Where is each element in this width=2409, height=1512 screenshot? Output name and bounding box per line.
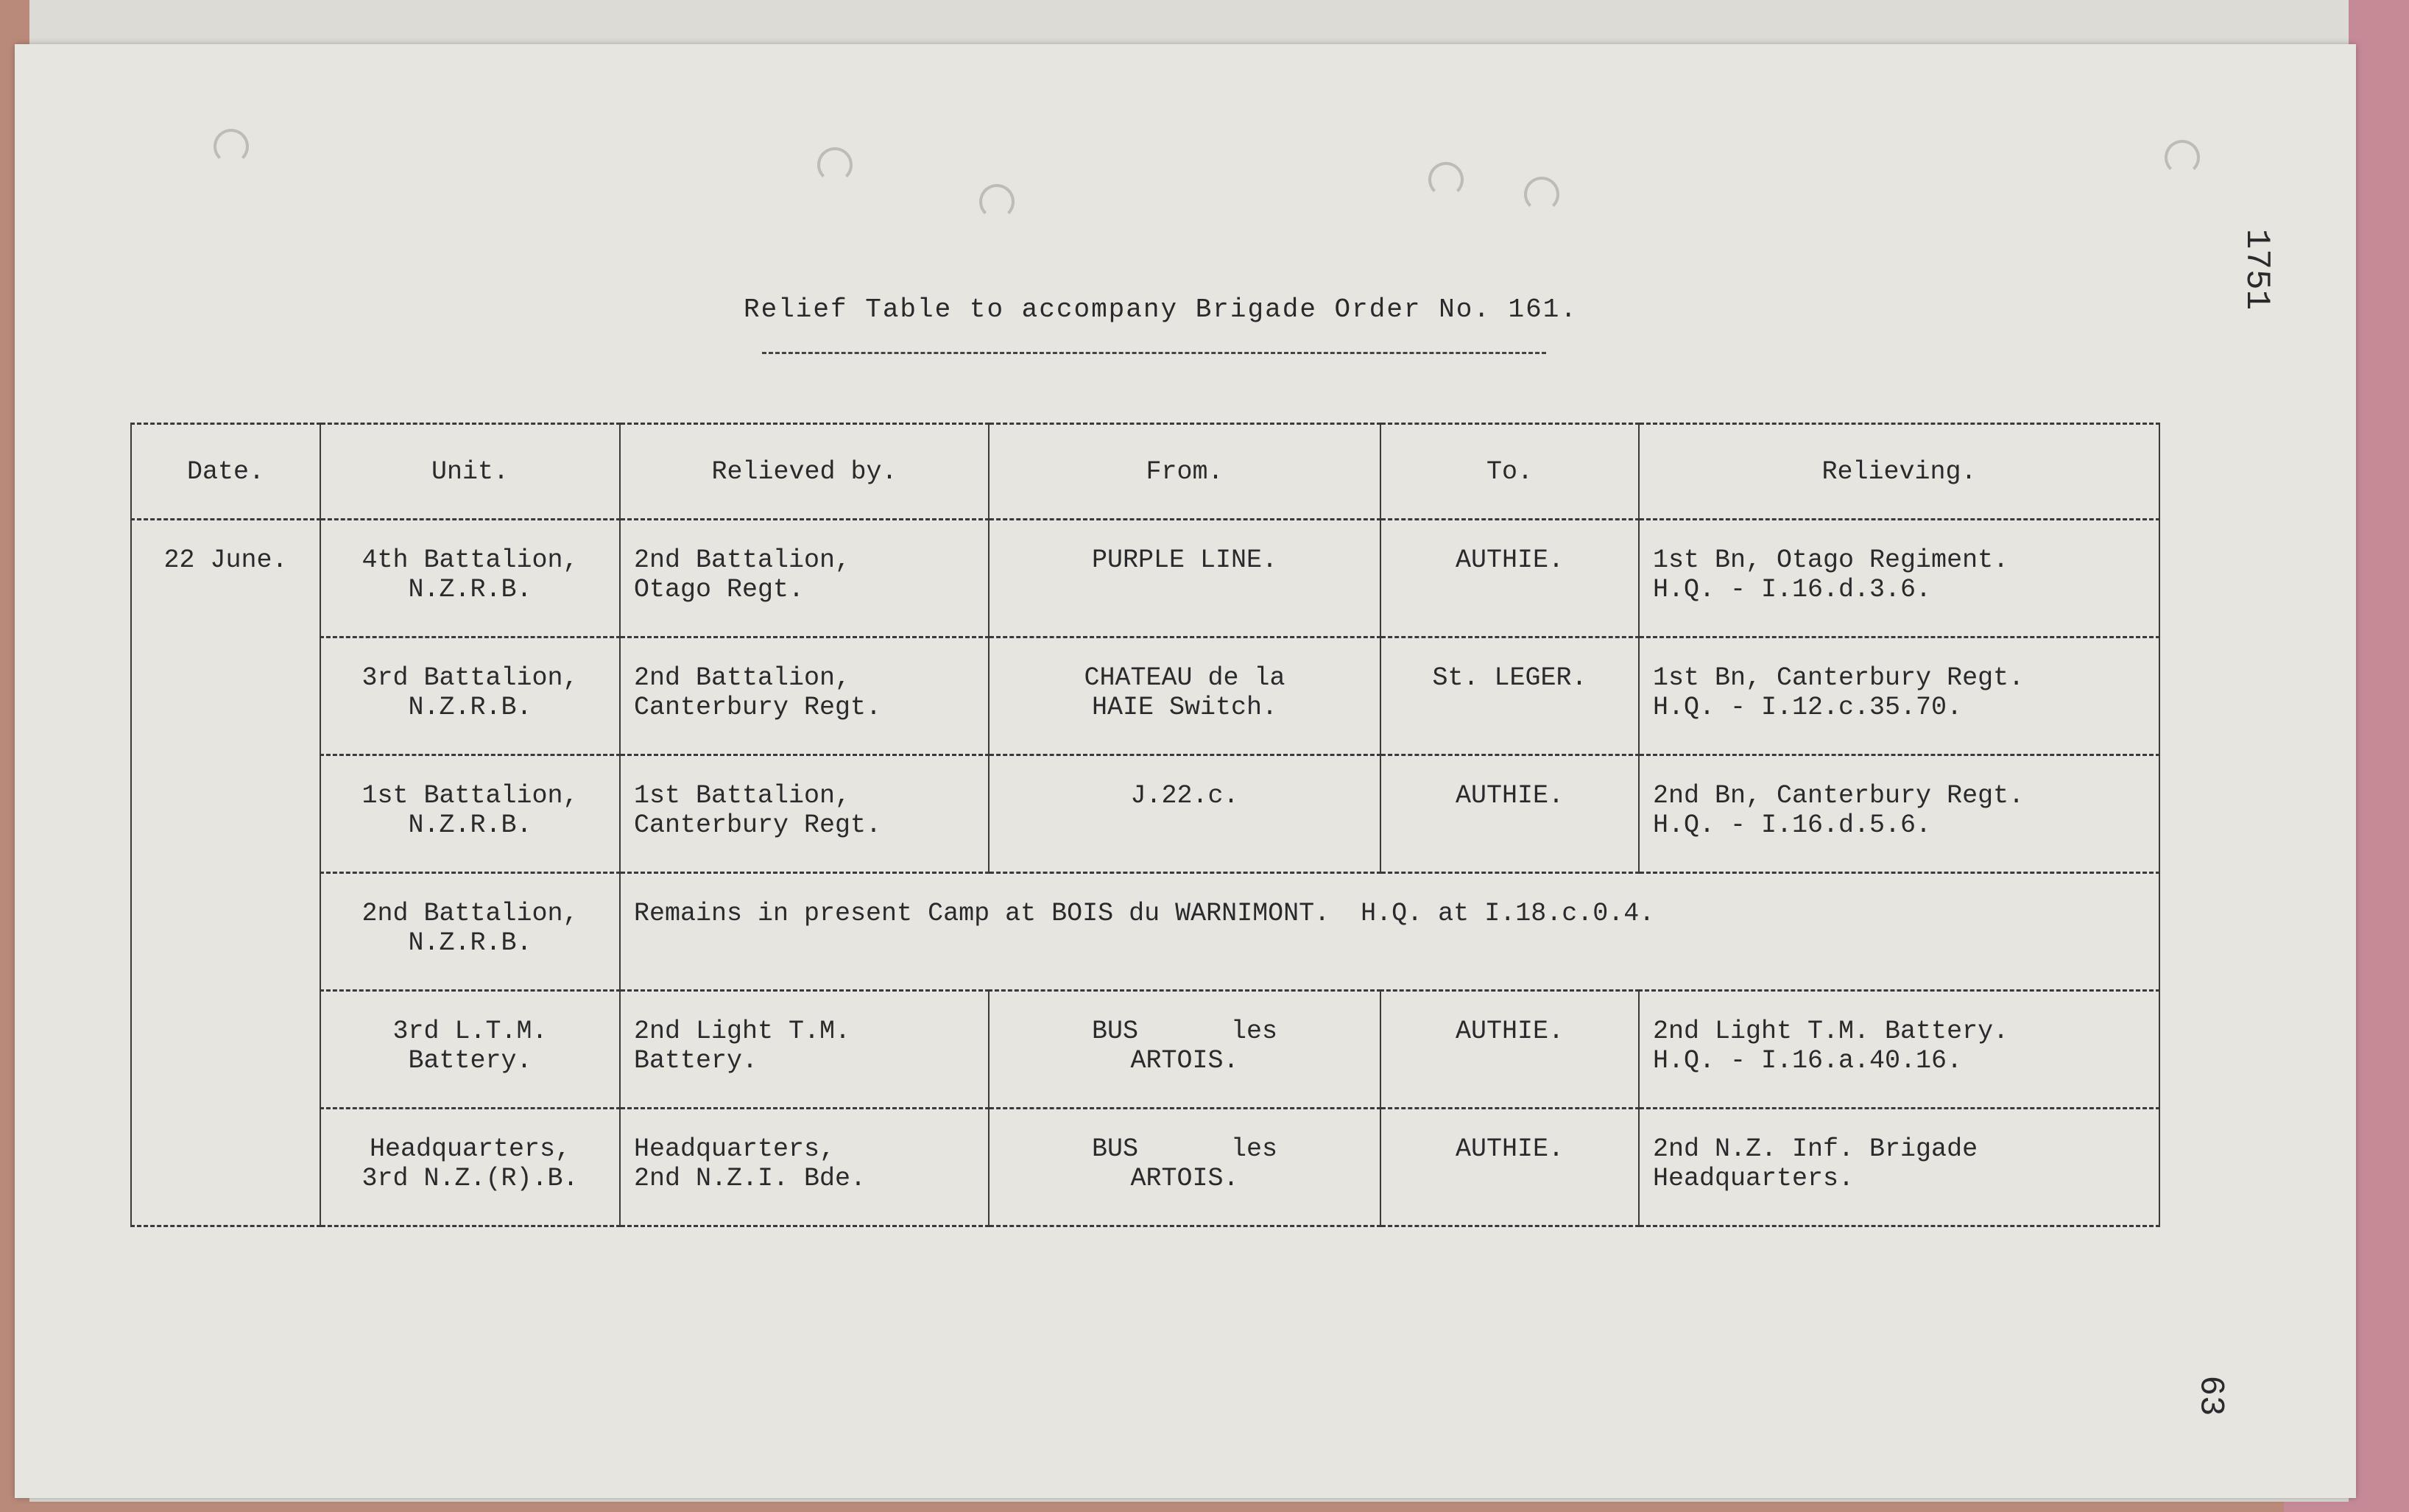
relieving-cell: 1st Bn, Otago Regiment. H.Q. - I.16.d.3.6… bbox=[1638, 518, 2160, 638]
from-cell: J.22.c. bbox=[988, 754, 1381, 874]
document-title: Relief Table to accompany Brigade Order … bbox=[744, 294, 1578, 325]
relieved-by-cell-line: 2nd Light T.M. bbox=[634, 1017, 851, 1046]
from-cell-line: PURPLE LINE. bbox=[1091, 545, 1278, 575]
unit-cell-line: 3rd N.Z.(R).B. bbox=[361, 1164, 579, 1193]
relieving-cell: 2nd N.Z. Inf. Brigade Headquarters. bbox=[1638, 1107, 2160, 1227]
from-cell-line: ARTOIS. bbox=[1130, 1164, 1239, 1193]
from-cell-line: BUS les bbox=[1091, 1017, 1278, 1046]
header-relieved-by: Relieved by. bbox=[619, 423, 990, 520]
unit-cell-line: Battery. bbox=[408, 1046, 532, 1075]
to-cell: AUTHIE. bbox=[1380, 1107, 1640, 1227]
relieving-cell-line: 1st Bn, Canterbury Regt. bbox=[1653, 663, 2025, 693]
title-underline bbox=[762, 352, 1546, 354]
table-row: 3rd Battalion, N.Z.R.B. 2nd Battalion, Cant… bbox=[131, 636, 2160, 756]
relieved-by-cell-line: 2nd Battalion, bbox=[634, 545, 851, 575]
relieved-by-cell-line: Headquarters, bbox=[634, 1134, 836, 1164]
to-cell: AUTHIE. bbox=[1380, 518, 1640, 638]
relieving-cell-line: 2nd N.Z. Inf. Brigade bbox=[1653, 1134, 1978, 1164]
table-row: 1st Battalion, N.Z.R.B. 1st Battalion, Cant… bbox=[131, 754, 2160, 874]
unit-cell-line: 1st Battalion, bbox=[361, 781, 579, 810]
header-unit: Unit. bbox=[320, 423, 621, 520]
unit-cell-line: 4th Battalion, bbox=[361, 545, 579, 575]
unit-cell-line: N.Z.R.B. bbox=[408, 810, 532, 840]
unit-cell-line: N.Z.R.B. bbox=[408, 693, 532, 722]
header-from: From. bbox=[988, 423, 1381, 520]
punch-hole bbox=[214, 129, 249, 164]
relieving-cell: 1st Bn, Canterbury Regt. H.Q. - I.12.c.35… bbox=[1638, 636, 2160, 756]
header-relieving: Relieving. bbox=[1638, 423, 2160, 520]
relieving-cell: 2nd Light T.M. Battery. H.Q. - I.16.a.40.… bbox=[1638, 989, 2160, 1109]
relieved-by-cell: 1st Battalion, Canterbury Regt. bbox=[619, 754, 990, 874]
relieving-cell-line: Headquarters. bbox=[1653, 1164, 1855, 1193]
from-cell: BUS les ARTOIS. bbox=[988, 1107, 1381, 1227]
relieving-cell: 2nd Bn, Canterbury Regt. H.Q. - I.16.d.5.… bbox=[1638, 754, 2160, 874]
punch-hole bbox=[979, 184, 1015, 219]
relieving-cell-line: H.Q. - I.16.a.40.16. bbox=[1653, 1046, 1963, 1075]
unit-cell: 1st Battalion, N.Z.R.B. bbox=[320, 754, 621, 874]
unit-cell: 3rd Battalion, N.Z.R.B. bbox=[320, 636, 621, 756]
relieved-by-cell-line: Canterbury Regt. bbox=[634, 693, 882, 722]
unit-cell-line: 3rd Battalion, bbox=[361, 663, 579, 693]
table-row: Headquarters, 3rd N.Z.(R).B. Headquarters,… bbox=[131, 1107, 2160, 1227]
from-cell-line: CHATEAU de la bbox=[1084, 663, 1285, 693]
table-row: 2nd Battalion, N.Z.R.B. Remains in present… bbox=[131, 872, 2160, 992]
unit-cell: 2nd Battalion, N.Z.R.B. bbox=[320, 872, 621, 992]
folio-number: 1751 bbox=[2237, 228, 2276, 311]
date-cell: 22 June. bbox=[130, 518, 321, 1227]
unit-cell-line: N.Z.R.B. bbox=[408, 575, 532, 604]
relieved-by-cell-line: 1st Battalion, bbox=[634, 781, 851, 810]
unit-cell-line: 3rd L.T.M. bbox=[392, 1017, 548, 1046]
punch-hole bbox=[1428, 162, 1464, 197]
header-date: Date. bbox=[130, 423, 321, 520]
from-cell-line: BUS les bbox=[1091, 1134, 1278, 1164]
relief-table: Date. Unit. Relieved by. From. To. Relie… bbox=[130, 423, 2160, 1227]
relieving-cell-line: 1st Bn, Otago Regiment. bbox=[1653, 545, 2009, 575]
remark-cell: Remains in present Camp at BOIS du WARNI… bbox=[619, 872, 2160, 992]
relieved-by-cell-line: Otago Regt. bbox=[634, 575, 805, 604]
from-cell: BUS les ARTOIS. bbox=[988, 989, 1381, 1109]
from-cell: CHATEAU de la HAIE Switch. bbox=[988, 636, 1381, 756]
from-cell-line: J.22.c. bbox=[1130, 781, 1239, 810]
from-cell: PURPLE LINE. bbox=[988, 518, 1381, 638]
unit-cell: 3rd L.T.M. Battery. bbox=[320, 989, 621, 1109]
table-row: 22 June. 4th Battalion, N.Z.R.B. 2nd Battal… bbox=[130, 518, 2160, 1227]
relieving-cell-line: H.Q. - I.16.d.3.6. bbox=[1653, 575, 1932, 604]
page-number: 63 bbox=[2191, 1375, 2230, 1416]
relieved-by-cell-line: Canterbury Regt. bbox=[634, 810, 882, 840]
relieved-by-cell-line: 2nd N.Z.I. Bde. bbox=[634, 1164, 867, 1193]
header-to: To. bbox=[1380, 423, 1640, 520]
to-cell: AUTHIE. bbox=[1380, 989, 1640, 1109]
punch-hole bbox=[1524, 177, 1559, 212]
punch-hole bbox=[2165, 140, 2200, 175]
punch-hole bbox=[817, 147, 853, 183]
relieving-cell-line: 2nd Light T.M. Battery. bbox=[1653, 1017, 2009, 1046]
unit-cell: Headquarters, 3rd N.Z.(R).B. bbox=[320, 1107, 621, 1227]
unit-cell: 4th Battalion, N.Z.R.B. bbox=[320, 518, 621, 638]
relieved-by-cell: 2nd Light T.M. Battery. bbox=[619, 989, 990, 1109]
from-cell-line: HAIE Switch. bbox=[1091, 693, 1278, 722]
relieved-by-cell: Headquarters, 2nd N.Z.I. Bde. bbox=[619, 1107, 990, 1227]
from-cell-line: ARTOIS. bbox=[1130, 1046, 1239, 1075]
unit-cell-line: Headquarters, bbox=[369, 1134, 571, 1164]
relieving-cell-line: 2nd Bn, Canterbury Regt. bbox=[1653, 781, 2025, 810]
unit-cell-line: 2nd Battalion, bbox=[361, 899, 579, 928]
relieved-by-cell-line: 2nd Battalion, bbox=[634, 663, 851, 693]
relieved-by-cell: 2nd Battalion, Canterbury Regt. bbox=[619, 636, 990, 756]
header-row: Date. Unit. Relieved by. From. To. Relie… bbox=[130, 423, 2160, 520]
to-cell: AUTHIE. bbox=[1380, 754, 1640, 874]
unit-cell-line: N.Z.R.B. bbox=[408, 928, 532, 958]
relieved-by-cell-line: Battery. bbox=[634, 1046, 758, 1075]
relieving-cell-line: H.Q. - I.16.d.5.6. bbox=[1653, 810, 1932, 840]
relieved-by-cell: 2nd Battalion, Otago Regt. bbox=[619, 518, 990, 638]
relieving-cell-line: H.Q. - I.12.c.35.70. bbox=[1653, 693, 1963, 722]
table-row: 3rd L.T.M. Battery. 2nd Light T.M. Battery.… bbox=[131, 989, 2160, 1109]
to-cell: St. LEGER. bbox=[1380, 636, 1640, 756]
